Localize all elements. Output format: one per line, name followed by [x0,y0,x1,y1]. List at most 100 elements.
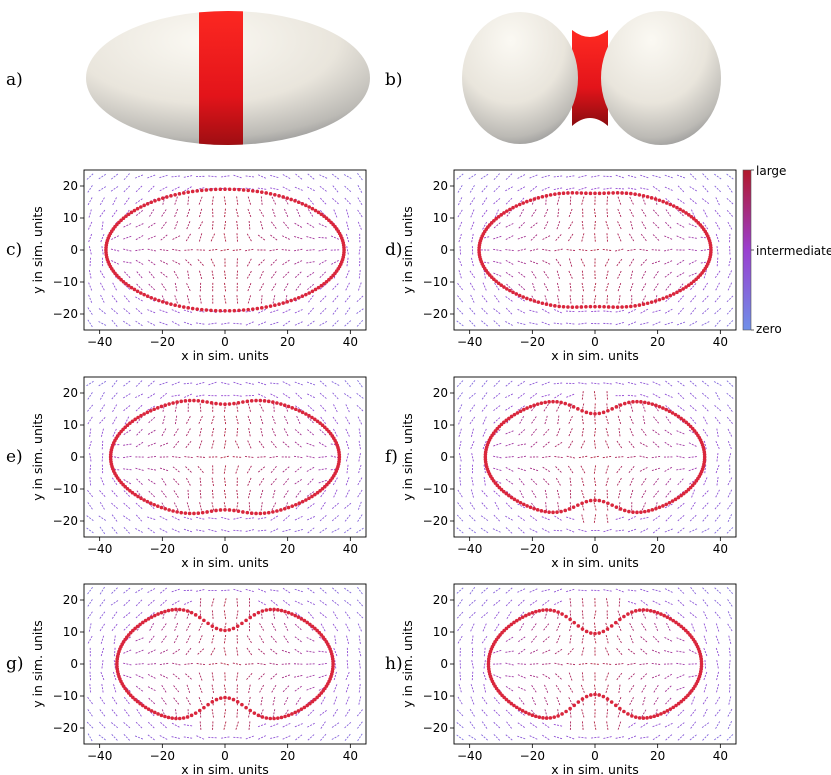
field-arrow-c-99 [173,221,179,230]
field-arrow-d-138 [581,220,584,230]
field-arrow-d-111 [554,234,562,242]
field-arrow-d-219 [652,185,661,192]
field-arrow-d-269 [702,208,708,218]
field-arrow-e-169 [245,529,254,533]
contour-point-g-120 [223,695,227,700]
field-arrow-c-207 [269,174,279,179]
field-arrow-e-11 [87,391,94,400]
field-arrow-f-232 [664,393,673,398]
field-arrow-d-55 [505,283,513,291]
field-arrow-c-27 [111,308,119,315]
field-arrow-c-97 [171,248,181,252]
field-arrow-h-286 [726,734,734,742]
field-arrow-h-252 [688,675,698,678]
field-arrow-h-105 [553,723,563,727]
field-arrow-c-46 [122,235,132,240]
field-arrow-f-177 [618,427,621,437]
field-arrow-g-26 [111,733,119,742]
field-arrow-f-49 [493,404,501,412]
field-arrow-c-104 [183,321,193,326]
field-arrow-h-98 [541,649,551,654]
field-arrow-d-129 [565,175,576,178]
panel-label-h: h) [385,654,403,674]
field-arrow-d-198 [641,282,647,291]
field-arrow-g-162 [232,662,242,666]
contour-point-g-39 [227,628,232,632]
contour-point-d-119 [588,304,593,309]
field-arrow-g-155 [220,589,230,592]
field-arrow-d-128 [566,187,576,190]
contour-point-c-30 [268,192,273,196]
field-arrow-g-70 [147,673,156,679]
contour-point-h-57 [527,612,531,616]
field-arrow-c-195 [269,321,279,326]
field-arrow-f-189 [628,440,635,449]
contour-point-f-122 [601,499,606,504]
field-arrow-e-220 [282,380,291,386]
contour-point-c-36 [241,188,246,192]
contour-point-g-48 [189,610,194,615]
field-arrow-g-245 [306,600,315,606]
field-arrow-f-124 [567,440,574,449]
field-arrow-c-147 [224,270,226,280]
field-arrow-e-227 [293,455,304,459]
field-arrow-d-193 [627,187,637,190]
contour-point-h-145 [681,697,686,702]
field-arrow-h-3 [457,696,463,705]
field-arrow-d-105 [553,309,563,314]
contour-point-e-41 [218,402,223,406]
field-arrow-h-207 [639,588,649,593]
field-arrow-g-273 [344,733,351,742]
field-arrow-c-177 [248,220,251,230]
field-arrow-e-79 [159,515,168,521]
xtick-label-d-2: 0 [591,335,599,349]
field-arrow-c-247 [318,321,328,327]
field-arrow-g-49 [123,611,131,619]
field-arrow-c-117 [195,322,206,325]
contour-point-h-127 [622,709,626,714]
contour-point-h-63 [509,622,514,627]
field-arrow-f-220 [651,381,661,386]
contour-point-c-114 [195,307,200,311]
contour-point-h-140 [668,707,673,711]
field-arrow-e-69 [147,478,156,485]
contour-point-d-121 [597,304,602,309]
field-arrow-c-98 [171,235,181,241]
field-arrow-c-295 [356,209,363,218]
contour-point-f-29 [639,400,643,404]
field-arrow-d-42 [494,282,500,291]
field-arrow-g-32 [113,659,116,669]
field-arrow-g-20 [100,647,105,657]
field-arrow-d-287 [726,307,734,315]
field-arrow-c-89 [159,186,168,192]
field-arrow-d-232 [664,186,673,191]
contour-point-d-103 [521,295,526,299]
field-arrow-g-141 [211,598,215,608]
contour-point-c-16 [319,212,324,217]
field-arrow-c-190 [260,221,264,230]
field-arrow-d-5 [458,257,463,267]
contour-point-d-56 [525,199,529,204]
field-arrow-d-238 [676,271,685,278]
contour-point-h-126 [618,706,622,711]
field-arrow-f-233 [664,380,673,387]
field-arrow-h-269 [703,622,708,632]
field-arrow-c-83 [159,259,168,265]
field-arrow-d-6 [459,245,461,255]
field-arrow-h-208 [652,734,661,741]
field-arrow-f-172 [618,489,621,499]
field-arrow-g-150 [223,647,227,657]
field-arrow-g-1 [86,721,94,729]
field-arrow-d-277 [714,270,721,279]
field-arrow-e-268 [332,428,338,437]
field-arrow-d-90 [529,174,539,179]
field-arrow-g-98 [172,648,181,655]
field-arrow-d-21 [470,221,475,230]
contour-point-h-19 [671,618,676,623]
field-arrow-f-265 [704,464,707,474]
contour-point-f-95 [502,489,506,494]
field-arrow-e-121 [199,477,202,487]
ytick-label-d-0: −20 [423,307,448,321]
field-arrow-e-289 [356,489,363,498]
colorbar-label-intermediate: intermediate [756,244,831,258]
